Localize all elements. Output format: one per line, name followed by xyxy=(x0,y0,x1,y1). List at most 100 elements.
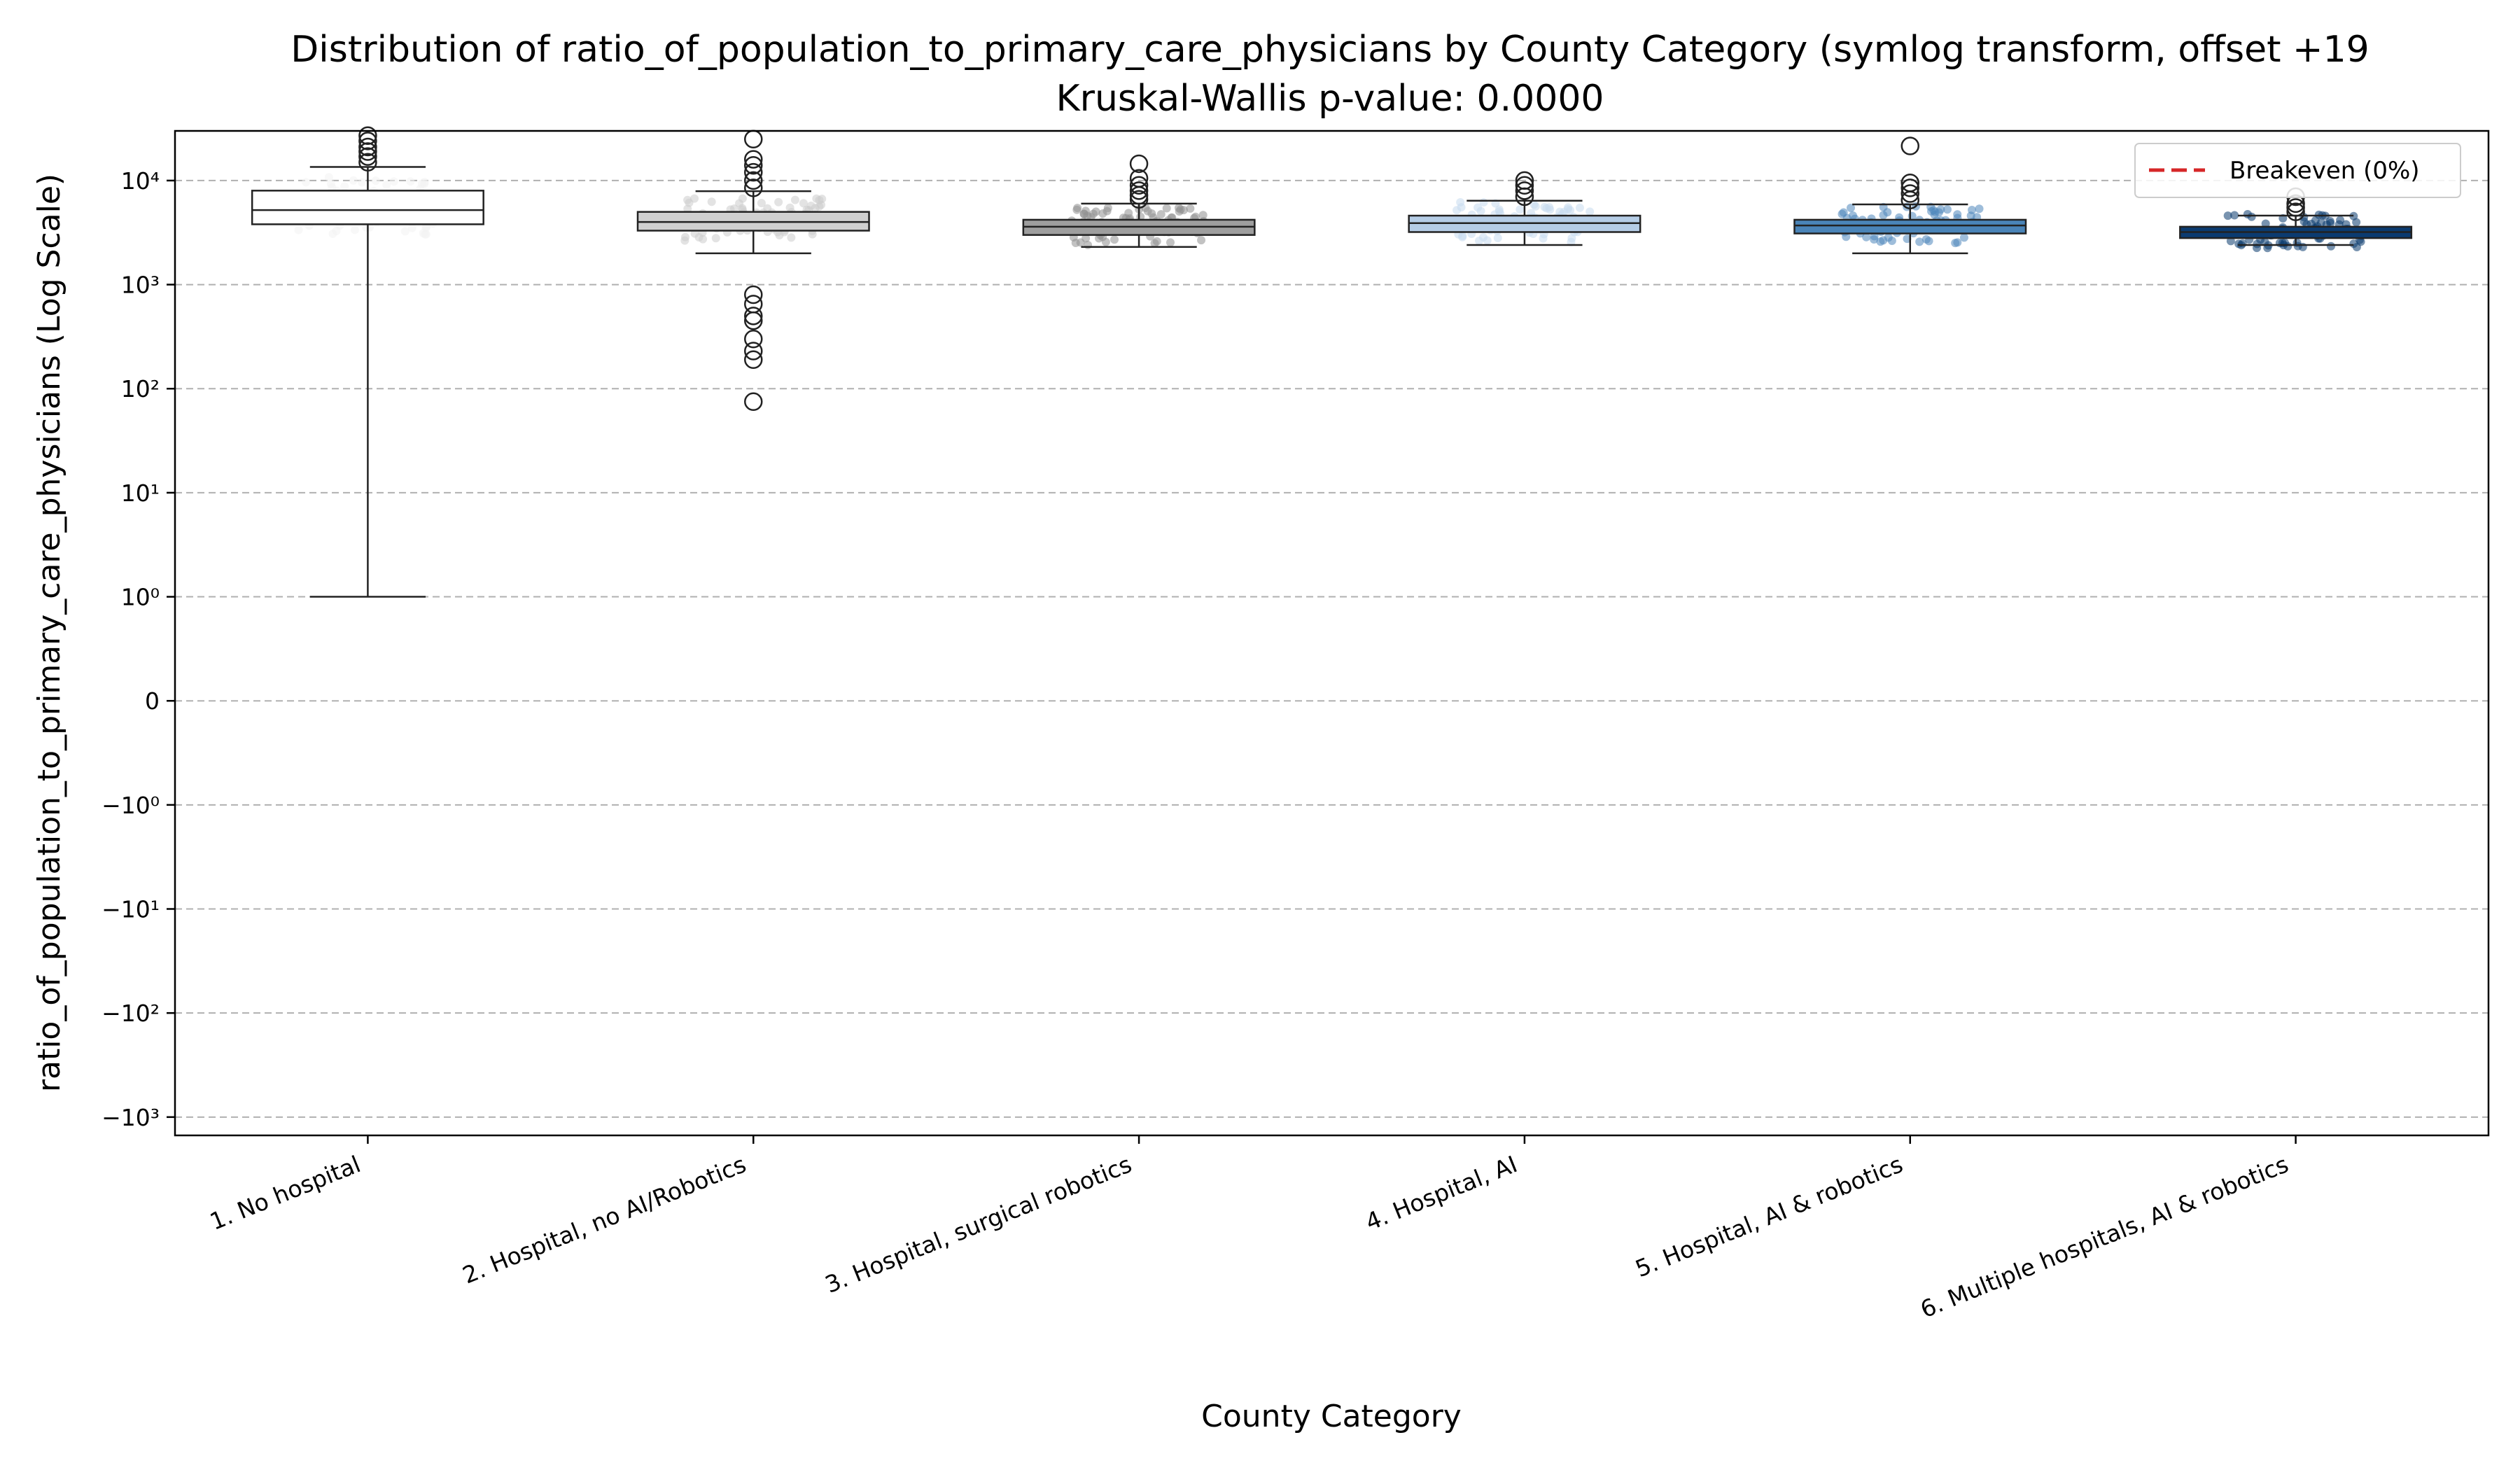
y-tick-label: 10² xyxy=(121,375,160,402)
jitter-point xyxy=(738,194,747,203)
jitter-point xyxy=(407,223,416,232)
jitter-point xyxy=(1870,234,1879,244)
x-tick-label: 6. Multiple hospitals, AI & robotics xyxy=(1917,1150,2292,1323)
outlier-point xyxy=(1129,169,1149,188)
outlier-point xyxy=(1515,176,1534,195)
jitter-point xyxy=(1936,205,1945,214)
outlier-point xyxy=(1129,154,1149,174)
jitter-point xyxy=(757,199,766,208)
legend-breakeven-label: Breakeven (0%) xyxy=(2230,157,2420,185)
jitter-point xyxy=(1876,237,1885,246)
jitter-point xyxy=(1493,233,1502,242)
jitter-point xyxy=(787,233,796,242)
outlier-point xyxy=(744,342,763,360)
jitter-point xyxy=(1162,204,1171,213)
jitter-point xyxy=(421,223,430,232)
jitter-point xyxy=(1452,206,1462,215)
jitter-point xyxy=(1076,238,1085,247)
outlier-point xyxy=(358,132,377,150)
y-tick-label: 10³ xyxy=(121,272,160,299)
y-tick-label: 10⁰ xyxy=(121,584,160,611)
jitter-point xyxy=(1088,209,1098,218)
jitter-point xyxy=(1073,204,1082,213)
jitter-point xyxy=(729,204,738,214)
outlier-point xyxy=(1900,184,1919,203)
outlier-point xyxy=(744,130,763,149)
jitter-point xyxy=(2349,211,2358,220)
outlier-point xyxy=(1515,171,1534,190)
jitter-point xyxy=(371,176,380,186)
jitter-point xyxy=(1186,204,1195,213)
grid-lines xyxy=(175,179,2488,1118)
legend: Breakeven (0%) xyxy=(2134,143,2461,198)
x-axis-label: County Category xyxy=(1201,1399,1462,1434)
jitter-point xyxy=(683,204,692,214)
jitter-point xyxy=(1458,232,1467,241)
jitter-point xyxy=(2311,216,2320,225)
outlier-point xyxy=(744,171,763,190)
jitter-point xyxy=(382,181,391,190)
x-tick-label: 1. No hospital xyxy=(206,1150,364,1236)
jitter-point xyxy=(2223,211,2232,220)
outlier-point xyxy=(1900,173,1919,192)
jitter-point xyxy=(2226,237,2235,246)
box-category-3 xyxy=(1022,154,1256,248)
jitter-point xyxy=(1101,237,1110,246)
jitter-point xyxy=(2349,239,2358,248)
y-tick-label: −10⁰ xyxy=(102,792,160,819)
outlier-point xyxy=(744,330,763,349)
box-plots xyxy=(251,126,2413,598)
outlier-point xyxy=(1129,176,1149,195)
outlier-point xyxy=(744,150,763,169)
box-category-4 xyxy=(1408,171,1642,246)
jitter-point xyxy=(1110,235,1119,244)
box-category-5 xyxy=(1793,136,2027,255)
jitter-point xyxy=(790,195,799,204)
jitter-point xyxy=(1942,205,1952,214)
jitter-points xyxy=(294,173,2366,253)
box-category-1 xyxy=(251,126,484,598)
jitter-point xyxy=(1479,232,1488,241)
jitter-point xyxy=(1968,206,1977,215)
outlier-point xyxy=(744,295,763,314)
jitter-point xyxy=(1152,237,1161,246)
jitter-point xyxy=(1951,239,1960,248)
jitter-point xyxy=(1575,203,1584,212)
jitter-point xyxy=(294,225,303,234)
jitter-point xyxy=(1560,207,1569,216)
outlier-point xyxy=(358,126,377,146)
outlier-point xyxy=(1900,136,1919,155)
jitter-point xyxy=(1915,237,1924,246)
jitter-point xyxy=(358,178,367,187)
chart-title: Distribution of ratio_of_population_to_p… xyxy=(290,29,2369,71)
box-category-2 xyxy=(636,130,870,412)
jitter-point xyxy=(1166,238,1175,247)
jitter-point xyxy=(324,173,333,182)
jitter-point xyxy=(1156,210,1166,219)
outlier-point xyxy=(744,285,763,304)
jitter-point xyxy=(1098,209,1107,218)
outlier-point xyxy=(1129,181,1149,200)
jitter-point xyxy=(420,179,429,188)
jitter-point xyxy=(406,177,415,186)
jitter-point xyxy=(2230,211,2239,220)
jitter-point xyxy=(711,234,720,243)
y-axis-ticks: −10³ −10² −10¹ −10⁰ 0 10⁰ 10¹ 10² 10³ 10⁴ xyxy=(102,167,175,1131)
jitter-point xyxy=(326,179,335,188)
outlier-point xyxy=(744,350,763,370)
jitter-point xyxy=(1846,204,1855,213)
jitter-point xyxy=(1884,233,1893,242)
jitter-point xyxy=(1842,232,1851,241)
jitter-point xyxy=(1103,203,1112,212)
jitter-point xyxy=(1175,206,1184,216)
jitter-point xyxy=(707,197,716,206)
jitter-point xyxy=(1903,234,1912,244)
y-tick-label: 10⁴ xyxy=(121,167,160,195)
jitter-point xyxy=(400,227,410,236)
jitter-point xyxy=(1531,202,1540,211)
outlier-point xyxy=(1515,181,1534,200)
outlier-point xyxy=(744,178,763,197)
jitter-point xyxy=(785,203,794,212)
jitter-point xyxy=(350,225,359,234)
